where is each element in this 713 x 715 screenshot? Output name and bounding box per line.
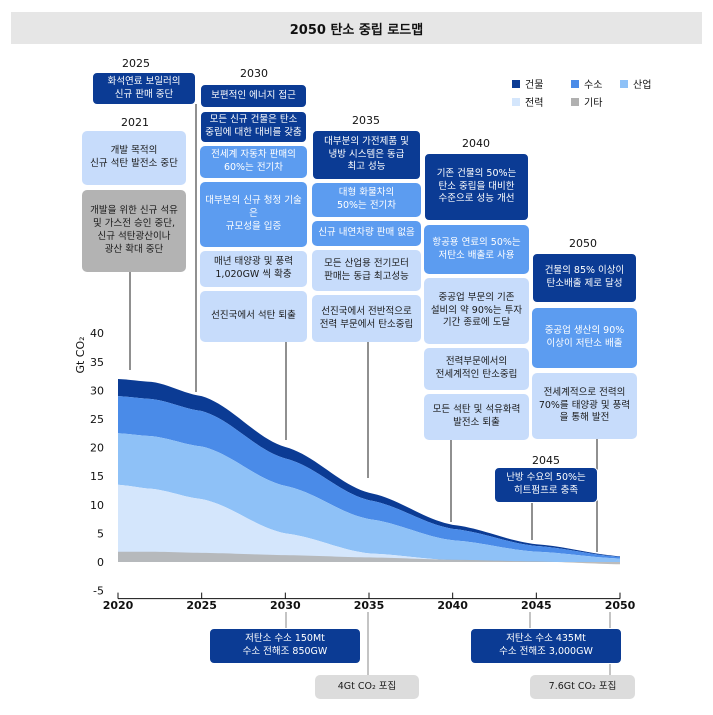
legend-swatch-hydrogen: [571, 79, 579, 88]
milestone-2035-no-ice-sales: 신규 내연차량 판매 없음: [312, 221, 421, 246]
legend-item-power: 전력: [512, 94, 543, 109]
area-산업: [118, 433, 620, 562]
milestone-year-2045: 2045: [532, 454, 560, 467]
legend-label-hydrogen: 수소: [584, 80, 603, 91]
milestone-2040-heavy-industry: 중공업 부문의 기존 설비의 약 90%는 투자 기간 종료에 도달: [424, 278, 529, 344]
legend-label-power: 전력: [525, 98, 544, 109]
legend-item-industry: 산업: [620, 76, 651, 91]
legend-swatch-industry: [620, 79, 628, 88]
y-tick-label: 30: [90, 384, 104, 397]
milestone-2021-oil-gas: 개발을 위한 신규 석유 및 가스전 승인 중단, 신규 석탄광산이나 광산 확…: [82, 190, 186, 272]
y-tick-label: -5: [93, 585, 104, 598]
bottom-2030-hydrogen: 저탄소 수소 150Mt 수소 전해조 850GW: [209, 628, 361, 664]
legend-item-hydrogen: 수소: [571, 76, 602, 91]
y-tick-label: 25: [90, 413, 104, 426]
milestone-2035-power-net-zero: 선진국에서 전반적으로 전력 부문에서 탄소중립: [312, 295, 421, 342]
y-tick-label: 15: [90, 470, 104, 483]
milestone-2050-solar-wind-share: 전세계적으로 전력의 70%를 태양광 및 풍력 을 통해 발전: [532, 373, 637, 439]
bottom-2045-hydrogen: 저탄소 수소 435Mt 수소 전해조 3,000GW: [470, 628, 622, 664]
y-tick-label: 5: [97, 527, 104, 540]
milestone-2040-aviation-fuel: 항공용 연료의 50%는 저탄소 배출로 사용: [424, 225, 529, 274]
y-tick-label: 40: [90, 327, 104, 340]
milestone-2030-solar-wind: 매년 태양광 및 풍력 1,020GW 씩 확충: [200, 251, 307, 287]
x-tick-label: 2025: [186, 599, 217, 612]
legend-item-building: 건물: [512, 76, 543, 91]
milestone-2040-coal-oil-plants: 모든 석탄 및 석유화력 발전소 퇴출: [424, 394, 529, 440]
milestone-2030-coal-phaseout: 선진국에서 석탄 퇴출: [200, 291, 307, 342]
x-tick-label: 2040: [437, 599, 468, 612]
area-수소: [118, 396, 620, 559]
milestone-year-2025: 2025: [122, 57, 150, 70]
x-tick-label: 2030: [270, 599, 301, 612]
milestone-2045-heat-pumps: 난방 수요의 50%는 히트펌프로 충족: [494, 467, 598, 503]
legend-label-industry: 산업: [633, 80, 652, 91]
milestone-2050-heavy-industry-low-carbon: 중공업 생산의 90% 이상이 저탄소 배출: [532, 308, 637, 368]
y-tick-label: 0: [97, 556, 104, 569]
x-tick-label: 2020: [103, 599, 134, 612]
milestone-2035-heavy-trucks: 대형 화물차의 50%는 전기차: [312, 183, 421, 217]
x-tick-label: 2035: [354, 599, 385, 612]
milestone-year-2030: 2030: [240, 67, 268, 80]
milestone-2030-clean-tech: 대부분의 신규 청정 기술은 규모성을 입증: [200, 182, 307, 247]
area-건물: [118, 378, 620, 557]
milestone-2030-zero-ready-buildings: 모든 신규 건물은 탄소 중립에 대한 대비를 갖춤: [200, 111, 307, 143]
milestone-year-2021: 2021: [121, 116, 149, 129]
area-기타: [118, 551, 620, 565]
milestone-2040-building-retrofit: 기존 건물의 50%는 탄소 중립을 대비한 수준으로 성능 개선: [424, 153, 529, 221]
milestone-year-2040: 2040: [462, 137, 490, 150]
milestone-2050-zero-buildings: 건물의 85% 이상이 탄소배출 제로 달성: [532, 253, 637, 303]
legend-item-other: 기타: [571, 94, 602, 109]
x-tick-label: 2050: [605, 599, 636, 612]
milestone-2030-energy-access: 보편적인 에너지 접근: [200, 84, 307, 108]
milestone-2035-appliances: 대부분의 가전제품 및 냉방 시스템은 동급 최고 성능: [312, 130, 421, 180]
legend-swatch-power: [512, 97, 520, 106]
y-tick-label: 10: [90, 499, 104, 512]
milestone-2025-fossil-boiler: 화석연료 보일러의 신규 판매 중단: [92, 72, 196, 105]
bottom-2050-ccs: 7.6Gt CO₂ 포집: [530, 675, 635, 699]
y-tick-label: 35: [90, 356, 104, 369]
milestone-year-2050: 2050: [569, 237, 597, 250]
legend-swatch-building: [512, 79, 520, 88]
milestone-2040-global-power-net-zero: 전력부문에서의 전세계적인 탄소중립: [424, 348, 529, 390]
legend-swatch-other: [571, 97, 579, 106]
x-tick-label: 2045: [521, 599, 552, 612]
y-axis-label: Gt CO₂: [74, 336, 87, 373]
legend-label-building: 건물: [525, 80, 544, 91]
bottom-2035-ccs: 4Gt CO₂ 포집: [315, 675, 419, 699]
page-title: 2050 탄소 중립 로드맵: [11, 12, 702, 44]
milestone-2030-ev-sales: 전세계 자동차 판매의 60%는 전기차: [200, 146, 307, 178]
area-전력: [118, 484, 620, 562]
milestone-2021-coal-plant: 개발 목적의 신규 석탄 발전소 중단: [82, 131, 186, 185]
legend-label-other: 기타: [584, 98, 603, 109]
milestone-2035-industrial-motors: 모든 산업용 전기모터 판매는 동급 최고성능: [312, 250, 421, 291]
milestone-year-2035: 2035: [352, 114, 380, 127]
y-tick-label: 20: [90, 442, 104, 455]
